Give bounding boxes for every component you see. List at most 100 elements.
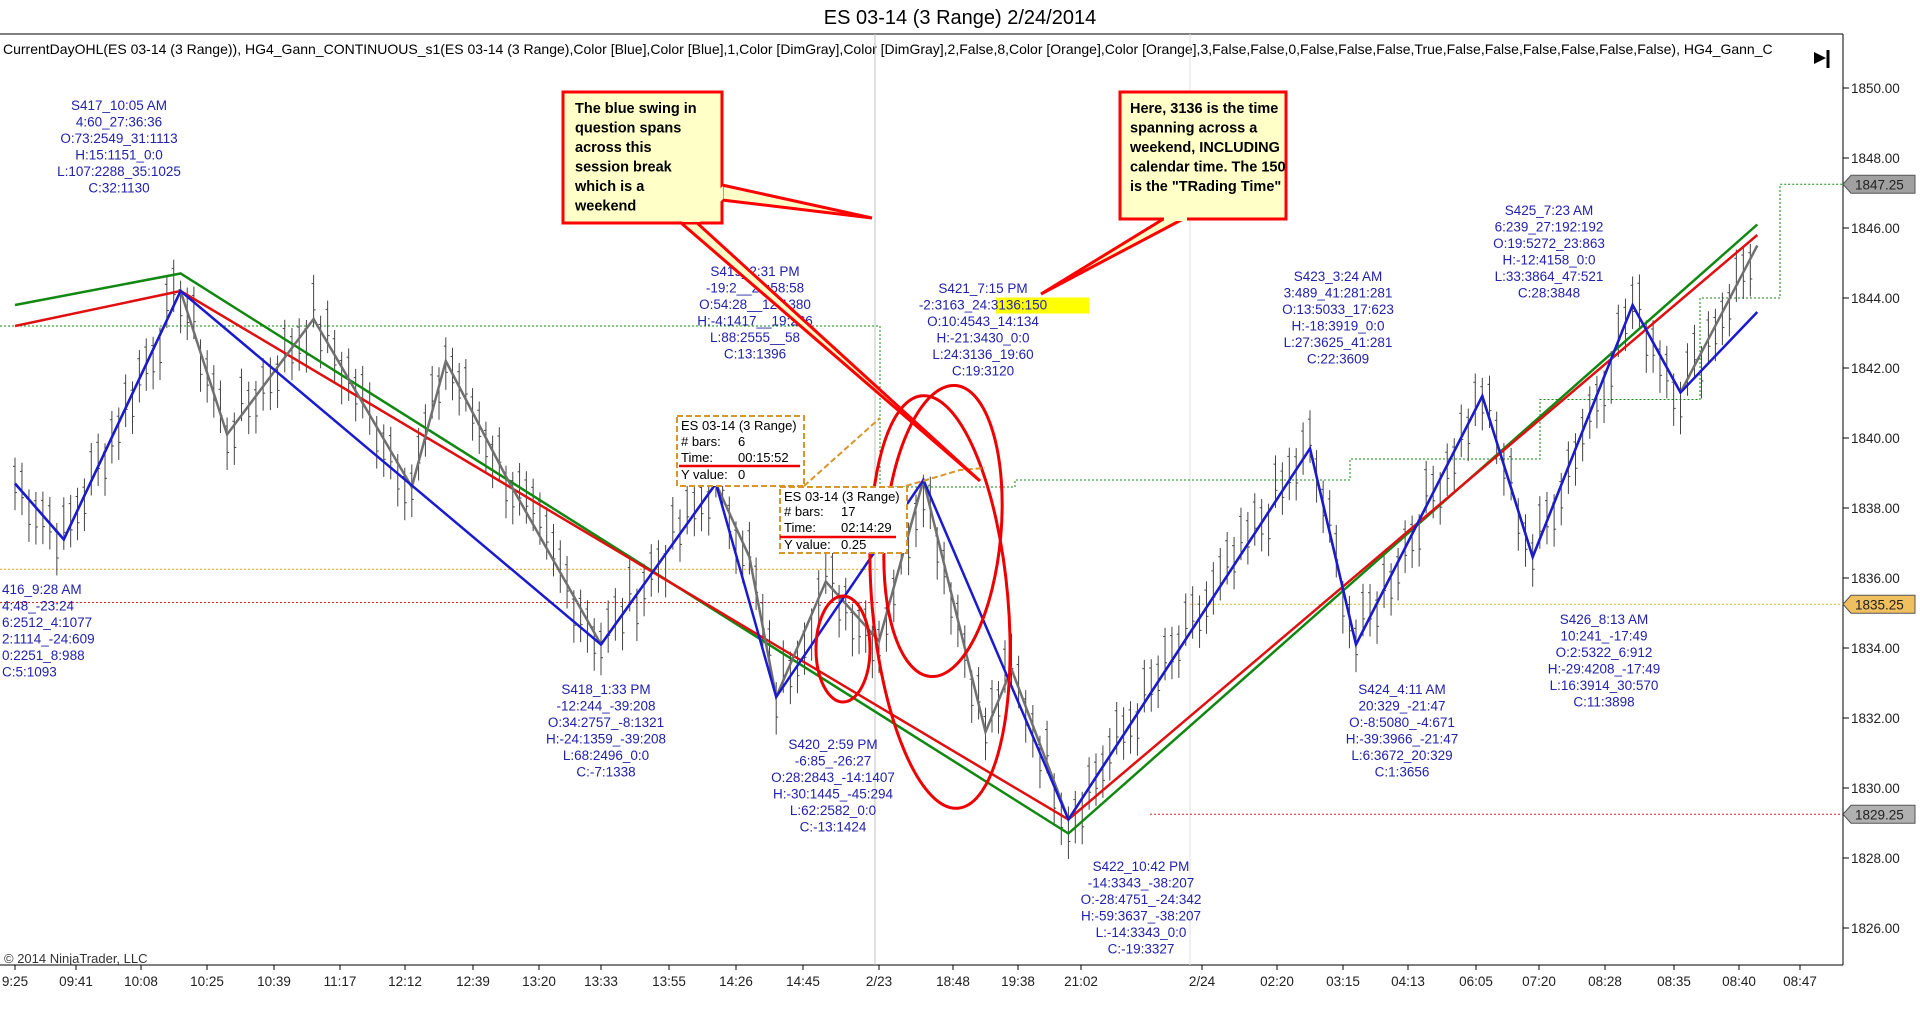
chart-title: ES 03-14 (3 Range) 2/24/2014 bbox=[824, 7, 1096, 29]
measure-y: 0 bbox=[738, 467, 745, 482]
swing-label-line: S425_7:23 AM bbox=[1505, 203, 1594, 218]
swing-label-line: L:107:2288_35:1025 bbox=[57, 164, 181, 179]
swing-label-line: S418_1:33 PM bbox=[561, 682, 650, 697]
y-tick-label: 1826.00 bbox=[1851, 921, 1900, 936]
price-tag-label: 1847.25 bbox=[1855, 177, 1904, 192]
swing-label-line: O:73:2549_31:1113 bbox=[60, 131, 177, 146]
swing-label-line: H:-24:1359_-39:208 bbox=[546, 732, 666, 747]
measure-time-label: Time: bbox=[681, 450, 713, 465]
measure-bars: 6 bbox=[738, 434, 745, 449]
price-bar bbox=[116, 407, 121, 460]
swing-label-line: 6:2512_4:1077 bbox=[2, 615, 92, 630]
price-bar bbox=[599, 622, 603, 676]
x-tick-label: 14:26 bbox=[719, 974, 753, 989]
callout-text: Here, 3136 is the time bbox=[1130, 101, 1278, 117]
swing-label-line: C:32:1130 bbox=[88, 181, 149, 196]
callout-text: The blue swing in bbox=[575, 101, 697, 117]
price-bar bbox=[1294, 448, 1299, 501]
swing-label-s422: S422_10:42 PM -14:3343_-38:207O:-28:4751_… bbox=[1081, 859, 1202, 957]
price-bar bbox=[620, 597, 625, 651]
price-bar bbox=[75, 487, 80, 541]
price-tag: 1835.25 bbox=[1842, 594, 1916, 614]
measure-time-label: Time: bbox=[784, 520, 816, 535]
swing-label-line: S423_3:24 AM bbox=[1294, 269, 1383, 284]
price-bar bbox=[275, 355, 280, 408]
x-tick-label: 03:15 bbox=[1326, 974, 1360, 989]
price-bar bbox=[82, 478, 87, 531]
y-tick-label: 1834.00 bbox=[1851, 641, 1900, 656]
price-bar bbox=[239, 368, 244, 422]
swing-label-s426: S426_8:13 AM 10:241_-17:49O:2:5322_6:912 H… bbox=[1548, 612, 1661, 710]
red-trend-line bbox=[14, 234, 1759, 822]
price-bar bbox=[1530, 534, 1535, 587]
swing-label-line: 10:241_-17:49 bbox=[1560, 629, 1647, 644]
measure-line-1 bbox=[803, 417, 881, 487]
x-tick-label: 04:13 bbox=[1391, 974, 1425, 989]
swing-label-line: C:28:3848 bbox=[1518, 286, 1580, 301]
swing-label-line: O:2:5322_6:912 bbox=[1556, 645, 1653, 660]
x-tick-label: 12:12 bbox=[388, 974, 422, 989]
swing-label-line: L:-14:3343_0:0 bbox=[1096, 925, 1187, 940]
swing-label-line: S424_4:11 AM bbox=[1358, 682, 1446, 697]
y-tick-label: 1832.00 bbox=[1851, 711, 1900, 726]
x-tick-label: 21:02 bbox=[1064, 974, 1098, 989]
copyright: © 2014 NinjaTrader, LLC bbox=[4, 951, 148, 966]
measure-box-2[interactable]: ES 03-14 (3 Range) # bars: 17 Time: 02:1… bbox=[779, 486, 908, 554]
price-bar bbox=[246, 381, 251, 435]
y-tick-label: 1830.00 bbox=[1851, 781, 1900, 796]
swing-label-s417: S417_10:05 AM 4:60_27:36:36O:73:2549_31:1… bbox=[57, 98, 181, 196]
price-bar bbox=[1580, 408, 1585, 462]
price-bar bbox=[1523, 514, 1528, 567]
price-bar bbox=[1573, 433, 1578, 486]
swing-label-line: O:28:2843_-14:1407 bbox=[771, 770, 895, 785]
swing-label-line: C:1:3656 bbox=[1375, 765, 1430, 780]
swing-label-s420: S420_2:59 PM -6:85_-26:27O:28:2843_-14:14… bbox=[771, 737, 895, 835]
swing-label-line: -14:3343_-38:207 bbox=[1088, 876, 1195, 891]
y-tick-label: 1836.00 bbox=[1851, 571, 1900, 586]
blue-swing-line bbox=[14, 288, 1759, 823]
swing-label-line: C:11:3898 bbox=[1573, 695, 1634, 710]
scroll-end-icon[interactable] bbox=[1814, 50, 1830, 68]
price-bar bbox=[517, 463, 522, 516]
swing-label-line: C:19:3120 bbox=[952, 364, 1014, 379]
price-bar bbox=[1280, 462, 1285, 515]
green-step-line bbox=[879, 183, 1843, 488]
callout-text: is the "TRading Time" bbox=[1130, 179, 1281, 195]
y-tick-label: 1850.00 bbox=[1851, 81, 1900, 96]
swing-label-line: O:34:2757_-8:1321 bbox=[548, 715, 664, 730]
swing-label-line: L:16:3914_30:570 bbox=[1550, 678, 1659, 693]
price-bar bbox=[592, 618, 597, 671]
swing-label-line: H:-29:4208_-17:49 bbox=[1548, 662, 1661, 677]
swing-label-line: -12:244_-39:208 bbox=[556, 699, 655, 714]
price-bar bbox=[1657, 340, 1662, 393]
price-bar bbox=[232, 412, 237, 465]
price-bar bbox=[1664, 345, 1669, 399]
swing-label-line: S422_10:42 PM bbox=[1093, 859, 1190, 874]
price-bar bbox=[1452, 438, 1457, 491]
measure-title: ES 03-14 (3 Range) bbox=[681, 418, 797, 433]
price-bar bbox=[1594, 375, 1599, 429]
y-tick-label: 1842.00 bbox=[1851, 361, 1900, 376]
x-tick-label: 13:55 bbox=[652, 974, 686, 989]
x-tick-label: 14:45 bbox=[786, 974, 820, 989]
price-bar bbox=[642, 563, 647, 617]
measure-box-1[interactable]: ES 03-14 (3 Range) # bars: 6 Time: 00:15… bbox=[676, 415, 805, 487]
price-bar bbox=[1197, 595, 1202, 648]
price-tag: 1829.25 bbox=[1842, 804, 1916, 824]
price-tag-label: 1829.25 bbox=[1855, 807, 1904, 822]
price-bar bbox=[1252, 493, 1257, 546]
swing-label-s424: S424_4:11 AM 20:329_-21:47O:-8:5080_-4:67… bbox=[1346, 682, 1459, 780]
price-bar bbox=[1748, 243, 1753, 297]
swing-label-line: C:13:1396 bbox=[724, 347, 786, 362]
price-bar bbox=[692, 483, 697, 537]
price-bar bbox=[1389, 563, 1394, 616]
swing-label-line: 4:60_27:36:36 bbox=[76, 115, 162, 130]
swing-label-s425: S425_7:23 AM 6:239_27:192:192O:19:5272_23… bbox=[1493, 203, 1605, 301]
price-bar bbox=[1445, 443, 1450, 496]
x-tick-label: 10:39 bbox=[257, 974, 291, 989]
swing-label-line: H:-30:1445_-45:294 bbox=[773, 787, 894, 802]
price-bar bbox=[1375, 591, 1380, 644]
callout-text: question spans bbox=[575, 121, 681, 137]
x-tick-label: 12:39 bbox=[456, 974, 490, 989]
